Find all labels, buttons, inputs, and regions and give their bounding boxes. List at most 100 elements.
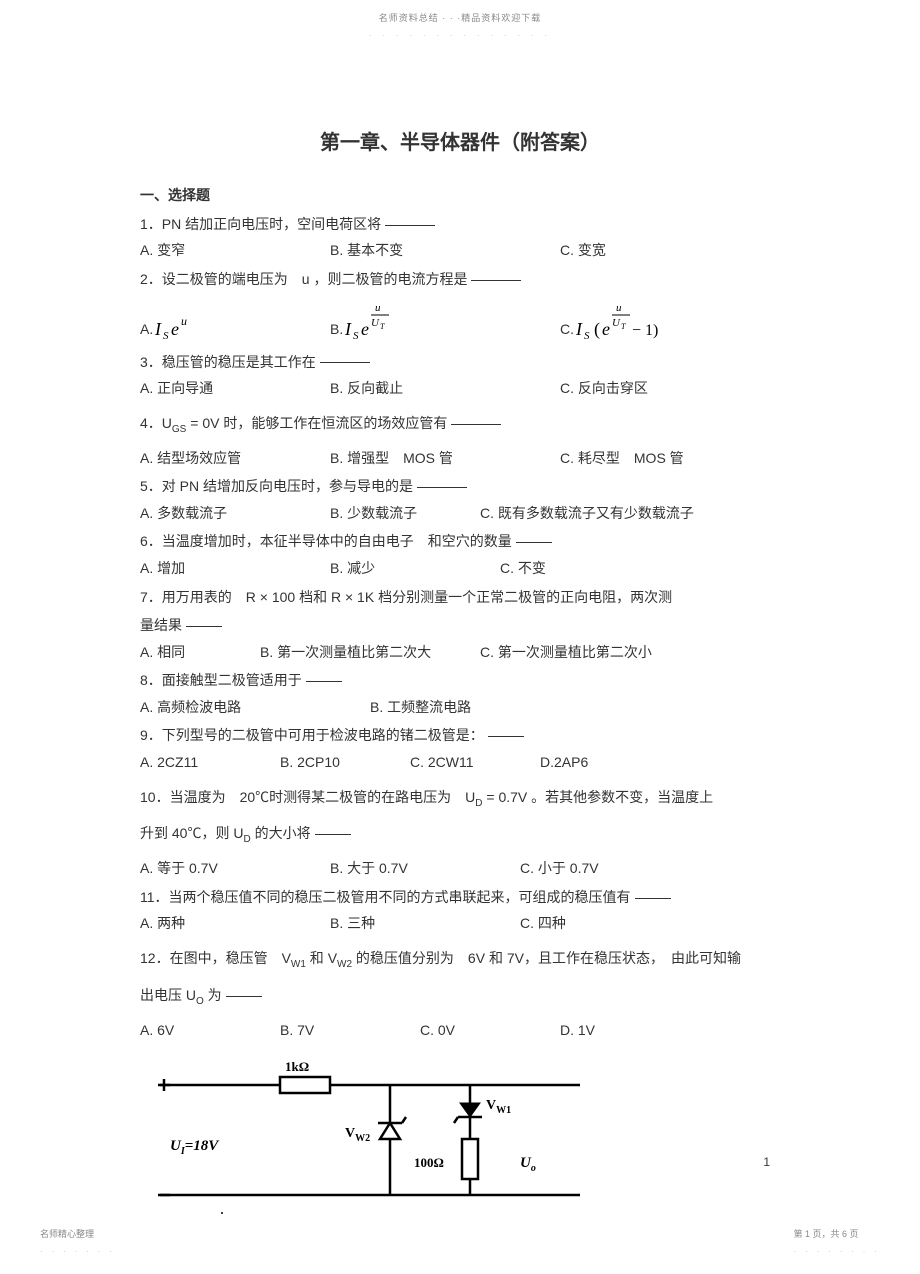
q7-line2: 量结果 [140,612,780,639]
svg-text:I: I [344,319,352,339]
q5-opt-c: C. 既有多数载流子又有少数载流子 [480,500,694,527]
formula-a: I S e u [153,311,203,343]
q9-opt-d: D.2AP6 [540,749,588,776]
q9-options: A. 2CZ11 B. 2CP10 C. 2CW11 D.2AP6 [140,749,780,776]
q7-opt-a: A. 相同 [140,639,260,666]
q4-opt-b: B. 增强型 MOS 管 [330,445,560,472]
q9-text: 9．下列型号的二极管中可用于检波电路的锗二极管是： [140,722,780,749]
q12-opt-c: C. 0V [420,1017,560,1044]
footer-right: 第 1 页，共 6 页 · · · · · · · · [794,1226,880,1260]
blank [417,487,467,488]
q3-text: 3．稳压管的稳压是其工作在 [140,349,780,376]
q12-opt-a: A. 6V [140,1017,280,1044]
q10-line2: 升到 40℃，则 UD 的大小将 [140,820,780,849]
q5-opt-a: A. 多数载流子 [140,500,330,527]
q7-line1: 7．用万用表的 R × 100 档和 R × 1K 档分别测量一个正常二极管的正… [140,584,780,611]
svg-text:u: u [375,302,381,314]
blank [226,996,262,997]
q2-opt-c: C. [560,316,574,343]
q6-opt-b: B. 减少 [330,555,500,582]
q8-text: 8．面接触型二极管适用于 [140,667,780,694]
q3-options: A. 正向导通 B. 反向截止 C. 反向击穿区 [140,375,780,402]
q6-opt-c: C. 不变 [500,555,546,582]
q2-opt-b: B. [330,316,343,343]
svg-text:100Ω: 100Ω [414,1155,444,1170]
svg-text:S: S [163,330,169,342]
svg-text:U: U [371,317,380,329]
q4-opt-a: A. 结型场效应管 [140,445,330,472]
svg-text:e: e [171,319,179,339]
blank [451,424,501,425]
q10-line1: 10．当温度为 20℃时测得某二极管的在路电压为 UD = 0.7V 。若其他参… [140,784,780,813]
svg-text:− 1): − 1) [632,322,658,339]
q10-opt-b: B. 大于 0.7V [330,855,520,882]
circuit-diagram: 1kΩ VW2 VW1 100Ω UI=18V Uo [150,1055,780,1224]
q6-options: A. 增加 B. 减少 C. 不变 [140,555,780,582]
q12-opt-d: D. 1V [560,1017,595,1044]
blank [385,225,435,226]
q2-text: 2．设二极管的端电压为 u ，则二极管的电流方程是 [140,266,780,293]
q10-opt-a: A. 等于 0.7V [140,855,330,882]
svg-text:(: ( [594,319,600,340]
blank [471,280,521,281]
q1-opt-c: C. 变宽 [560,237,740,264]
blank [635,898,671,899]
q4-text: 4．UGS = 0V 时，能够工作在恒流区的场效应管有 [140,410,780,439]
svg-text:e: e [361,319,369,339]
q6-opt-a: A. 增加 [140,555,330,582]
svg-text:1kΩ: 1kΩ [285,1059,309,1074]
q11-text: 11．当两个稳压值不同的稳压二极管用不同的方式串联起来，可组成的稳压值有 [140,884,780,911]
circuit-svg: 1kΩ VW2 VW1 100Ω UI=18V Uo [150,1055,600,1215]
svg-text:VW1: VW1 [486,1098,511,1116]
q12-line1: 12．在图中，稳压管 VW1 和 VW2 的稳压值分别为 6V 和 7V，且工作… [140,945,780,974]
q7-options: A. 相同 B. 第一次测量植比第二次大 C. 第一次测量植比第二次小 [140,639,780,666]
svg-text:VW2: VW2 [345,1126,370,1144]
q4-options: A. 结型场效应管 B. 增强型 MOS 管 C. 耗尽型 MOS 管 [140,445,780,472]
svg-text:T: T [380,322,385,331]
q11-opt-c: C. 四种 [520,910,566,937]
q6-text: 6．当温度增加时，本征半导体中的自由电子 和空穴的数量 [140,528,780,555]
blank [516,542,552,543]
q1-opt-b: B. 基本不变 [330,237,560,264]
q8-options: A. 高频检波电路 B. 工频整流电路 [140,694,780,721]
q11-opt-a: A. 两种 [140,910,330,937]
section-heading: 一、选择题 [140,182,780,209]
header-dots: · · · · · · · · · · · · · · [369,30,551,40]
q11-opt-b: B. 三种 [330,910,520,937]
svg-text:S: S [584,330,590,342]
q3-opt-b: B. 反向截止 [330,375,560,402]
q3-opt-a: A. 正向导通 [140,375,330,402]
q5-opt-b: B. 少数载流子 [330,500,480,527]
svg-text:U: U [612,317,621,329]
q7-opt-c: C. 第一次测量植比第二次小 [480,639,652,666]
q8-opt-a: A. 高频检波电路 [140,694,370,721]
blank [320,362,370,363]
formula-c: I S ( e u U T − 1) [574,299,674,343]
q9-opt-c: C. 2CW11 [410,749,540,776]
q3-opt-c: C. 反向击穿区 [560,375,740,402]
svg-text:I: I [575,319,583,339]
svg-text:UI=18V: UI=18V [170,1138,220,1157]
q2-opt-a: A. [140,316,153,343]
page-header: 名师资料总结 · · ·精品资料欢迎下载 · · · · · · · · · ·… [140,10,780,44]
svg-text:u: u [616,302,622,314]
footer-left: 名师精心整理 · · · · · · · [40,1226,115,1260]
blank [488,736,524,737]
q12-options: A. 6V B. 7V C. 0V D. 1V [140,1017,780,1044]
q2-formulas: A. I S e u B. I S e u U T C. I S ( e u U [140,299,780,343]
svg-text:e: e [602,319,610,339]
blank [306,681,342,682]
svg-text:u: u [181,314,187,328]
q9-opt-b: B. 2CP10 [280,749,410,776]
q7-opt-b: B. 第一次测量植比第二次大 [260,639,480,666]
q1-opt-a: A. 变窄 [140,237,330,264]
q4-opt-c: C. 耗尽型 MOS 管 [560,445,740,472]
q5-text: 5．对 PN 结增加反向电压时，参与导电的是 [140,473,780,500]
q9-opt-a: A. 2CZ11 [140,749,280,776]
chapter-title: 第一章、半导体器件（附答案） [140,124,780,162]
blank [315,834,351,835]
q1-options: A. 变窄 B. 基本不变 C. 变宽 [140,237,780,264]
q11-options: A. 两种 B. 三种 C. 四种 [140,910,780,937]
q12-opt-b: B. 7V [280,1017,420,1044]
q1-text: 1．PN 结加正向电压时，空间电荷区将 [140,211,780,238]
